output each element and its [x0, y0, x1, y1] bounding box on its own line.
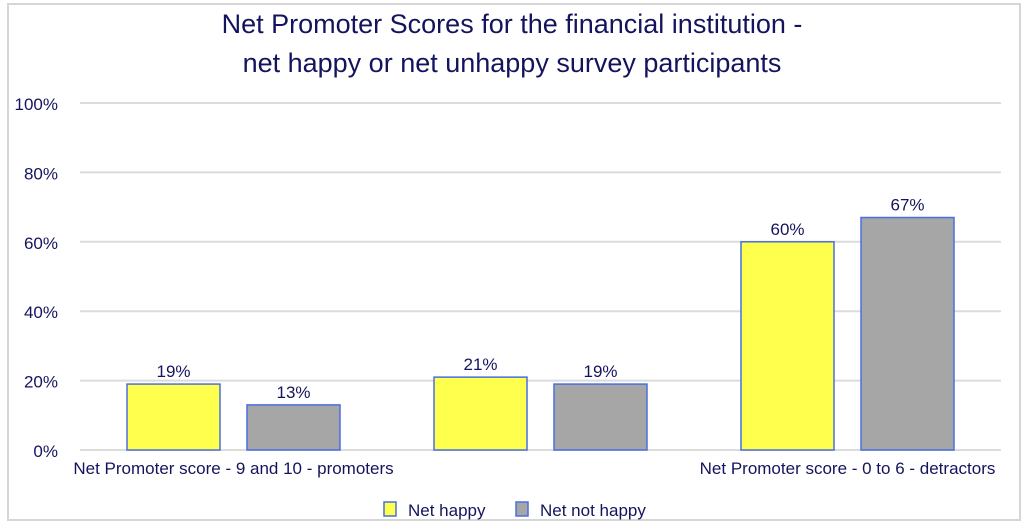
chart-title-line-1: Net Promoter Scores for the financial in…	[222, 9, 803, 39]
legend-swatch	[515, 501, 529, 517]
legend-label: Net not happy	[540, 501, 646, 520]
data-label: 13%	[276, 383, 310, 402]
chart-title-line-2: net happy or net unhappy survey particip…	[243, 48, 782, 78]
bar-net-happy	[433, 376, 528, 451]
x-category-label: Net Promoter score - 9 and 10 - promoter…	[73, 459, 393, 478]
bar-net-not-happy	[246, 404, 341, 451]
y-tick-label: 100%	[15, 95, 58, 114]
data-label: 21%	[463, 355, 497, 374]
legend-label: Net happy	[408, 501, 486, 520]
y-tick-label: 40%	[24, 303, 58, 322]
bar-net-happy	[126, 383, 221, 451]
bar-net-happy	[740, 241, 835, 451]
y-tick-label: 20%	[24, 373, 58, 392]
y-tick-label: 60%	[24, 234, 58, 253]
data-label: 19%	[583, 362, 617, 381]
y-tick-label: 80%	[24, 164, 58, 183]
data-label: 67%	[890, 196, 924, 215]
x-category-label: Net Promoter score - 0 to 6 - detractors	[700, 459, 996, 478]
bar-net-not-happy	[553, 383, 648, 451]
data-label: 19%	[156, 362, 190, 381]
legend-swatch	[383, 501, 397, 517]
data-label: 60%	[770, 220, 804, 239]
y-tick-label: 0%	[33, 442, 58, 461]
bar-net-not-happy	[860, 216, 955, 451]
